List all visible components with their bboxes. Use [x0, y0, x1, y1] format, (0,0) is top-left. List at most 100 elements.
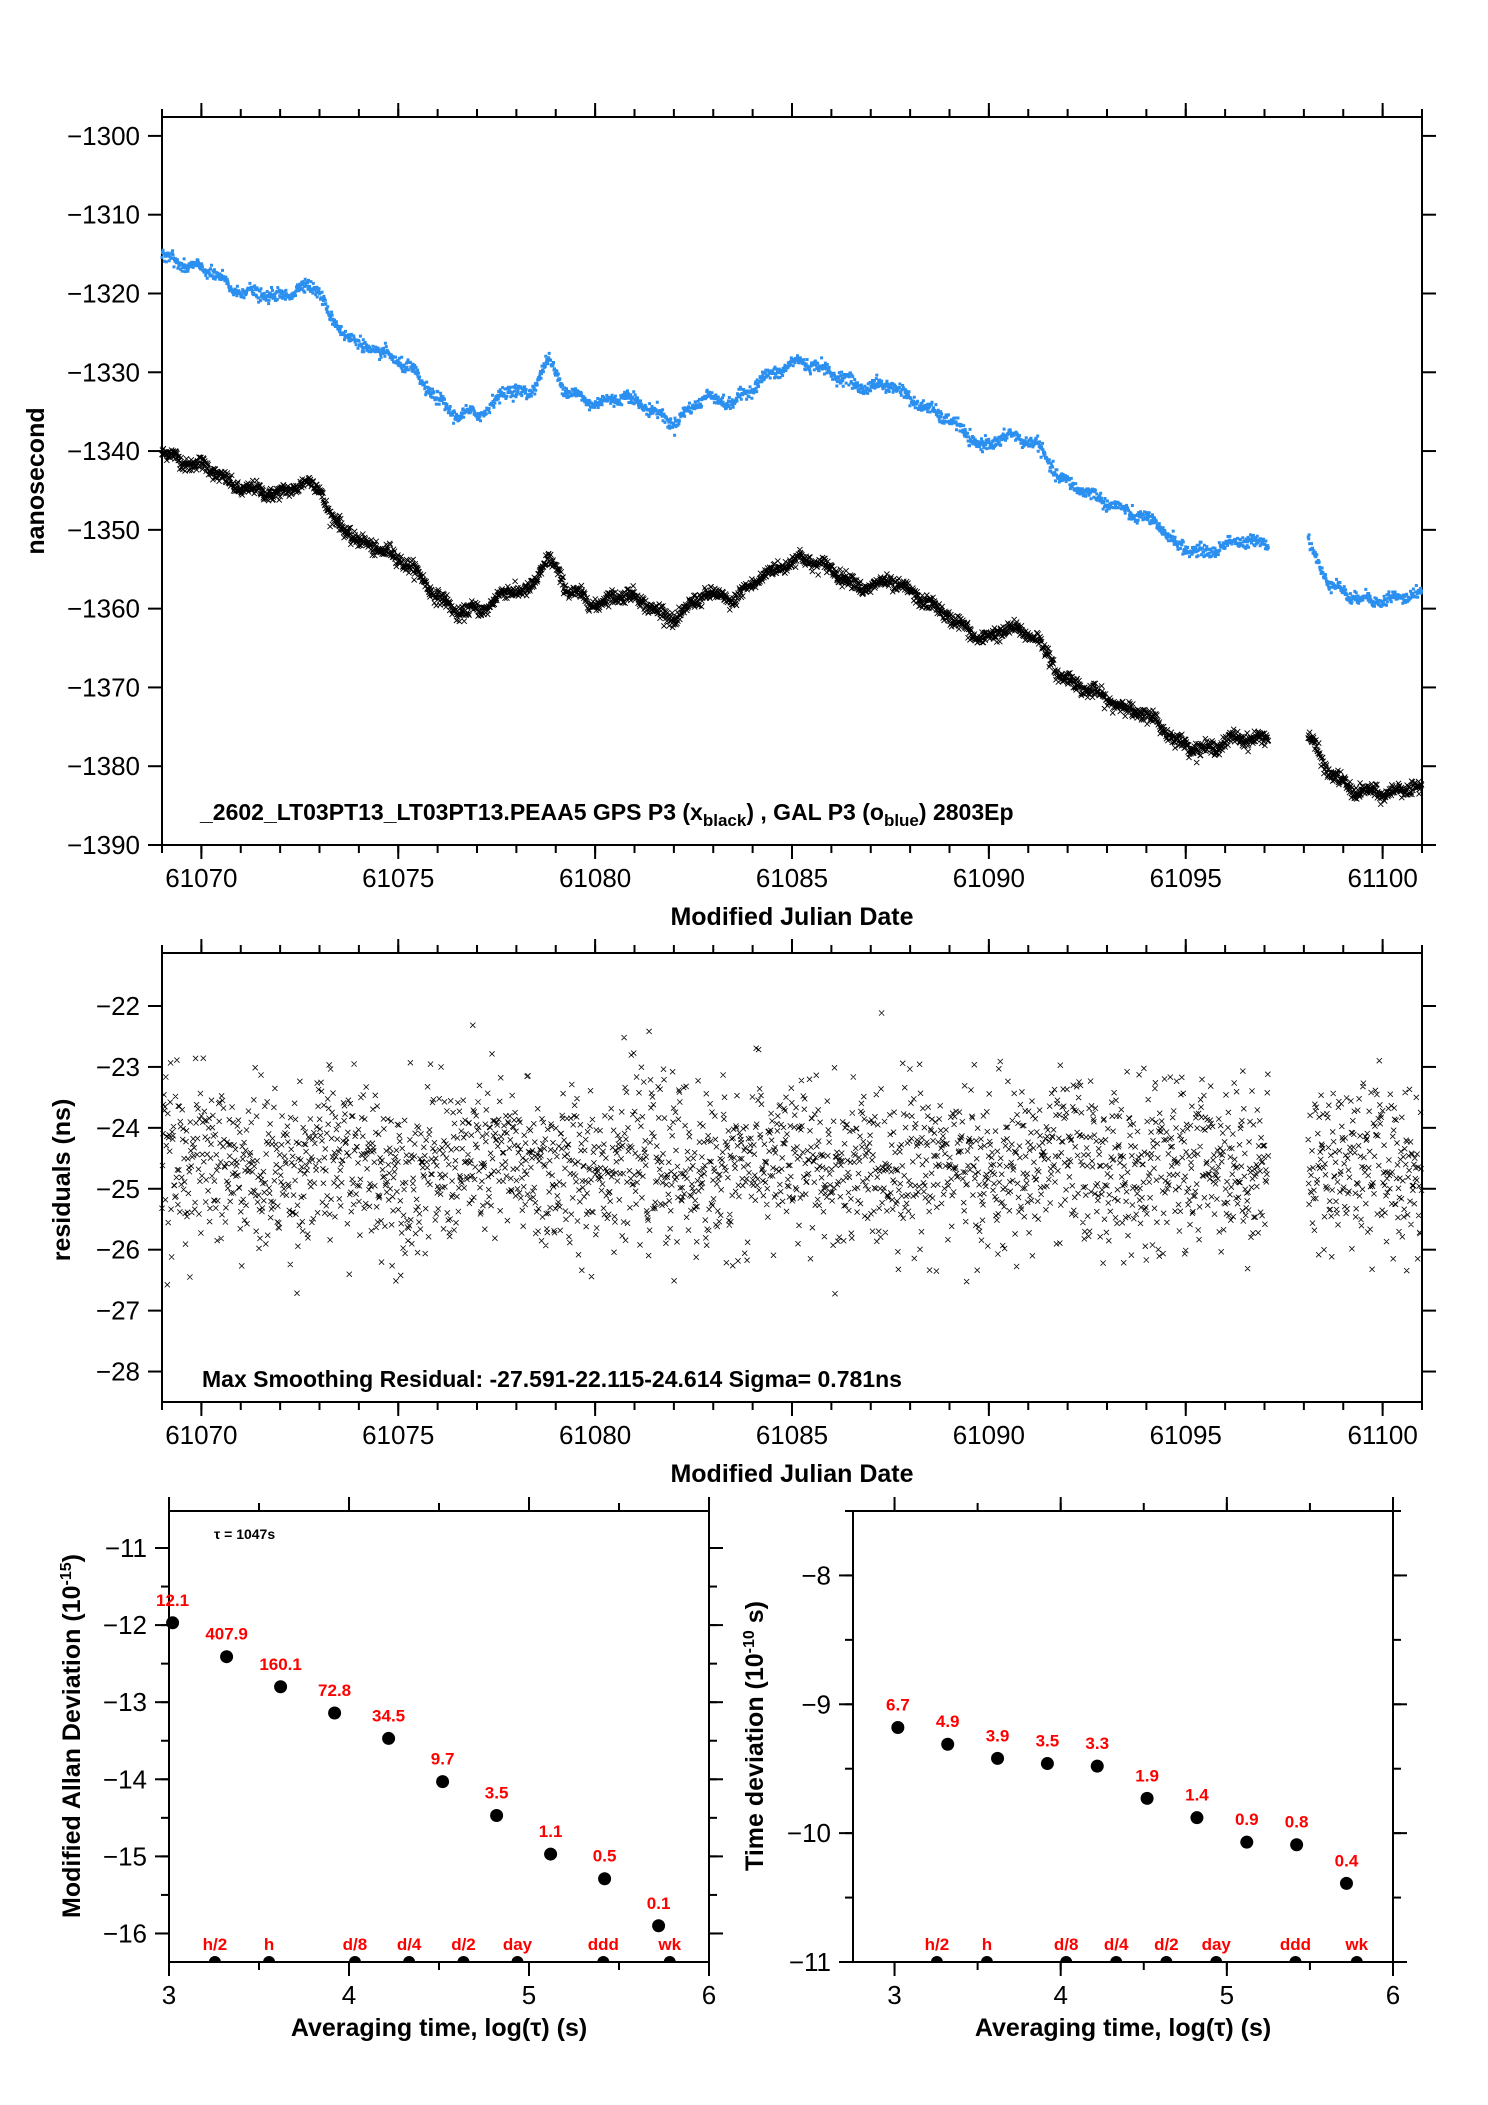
x-tick-label: 61100	[1347, 1420, 1417, 1450]
deviation-point	[1140, 1791, 1154, 1805]
reference-mark	[348, 1956, 361, 1962]
reference-mark	[1210, 1956, 1223, 1962]
reference-mark	[930, 1956, 943, 1962]
deviation-point	[652, 1919, 666, 1933]
deviation-point	[166, 1616, 180, 1630]
deviation-point-label: 407.9	[205, 1625, 248, 1644]
x-axis-title: Modified Julian Date	[670, 1460, 913, 1488]
deviation-point	[328, 1706, 342, 1720]
data-layer: 6.7 4.9 3.9 3.5 3.3 1.9 1.4 0.9 0.8 0.4 h/2 h d/8 d/4…	[886, 1695, 1369, 1962]
x-tick-label: 3	[887, 1980, 901, 2010]
x-tick-label: 61095	[1150, 863, 1222, 893]
reference-mark	[1350, 1956, 1363, 1962]
x-tick-label: 61085	[756, 1420, 828, 1450]
y-tick-label: −1320	[67, 278, 140, 308]
deviation-point	[1190, 1811, 1204, 1825]
y-axis-title: residuals (ns)	[48, 1099, 76, 1262]
deviation-point	[941, 1737, 955, 1751]
y-tick-label: −1360	[67, 594, 140, 624]
plot-frame	[168, 1510, 710, 1963]
deviation-point	[598, 1872, 612, 1886]
y-title-main: Time deviation (10	[741, 1653, 769, 1871]
y-title-exponent: -10	[741, 1630, 758, 1653]
x-tick-label: 61080	[559, 863, 631, 893]
reference-mark-label: d/2	[1154, 1935, 1179, 1954]
reference-mark-label: d/8	[1054, 1935, 1079, 1954]
y-tick-label: −1380	[67, 751, 140, 781]
reference-mark-label: d/4	[397, 1935, 422, 1954]
reference-mark-label: d/2	[451, 1935, 476, 1954]
deviation-point	[544, 1847, 558, 1861]
deviation-point-label: 160.1	[259, 1655, 302, 1674]
residual-points	[159, 1010, 1425, 1297]
gal-points	[160, 248, 1423, 608]
legend-prefix: _2602_LT03PT13_LT03PT13.PEAA5 GPS P3 (x	[199, 799, 703, 825]
deviation-point	[991, 1751, 1005, 1765]
axes: 3 4 5 6 −11 −12 −13 −14 −15 −16	[103, 1497, 723, 2010]
legend-sub-blue: blue	[884, 811, 919, 830]
y-tick-label: −1370	[67, 672, 140, 702]
reference-mark	[1289, 1956, 1302, 1962]
deviation-point	[1339, 1876, 1353, 1890]
reference-mark	[511, 1956, 524, 1962]
deviation-point-label: 0.8	[1285, 1813, 1309, 1832]
deviation-point-label: 0.5	[593, 1847, 617, 1866]
deviation-point-label: 3.5	[485, 1784, 509, 1803]
x-axis-title: Averaging time, log(τ) (s)	[975, 2014, 1271, 2042]
deviation-point-label: 1.9	[1135, 1766, 1159, 1785]
reference-mark	[663, 1956, 676, 1962]
y-tick-label: −23	[96, 1052, 140, 1082]
reference-mark-label: h/2	[203, 1935, 228, 1954]
x-tick-label: 3	[162, 1980, 176, 2010]
reference-mark-label: h	[264, 1935, 274, 1954]
deviation-point	[1040, 1757, 1054, 1771]
deviation-point	[1090, 1759, 1104, 1773]
reference-mark-label: ddd	[588, 1935, 619, 1954]
tdev-panel: 3 4 5 6 −8 −9 −10 −11 6.7 4.9 3.9 3.5 3.3 1.9 1.4 0.9 0…	[741, 1497, 1407, 2042]
reference-mark-label: wk	[657, 1935, 681, 1954]
x-tick-label: 4	[1053, 1980, 1067, 2010]
deviation-point	[1290, 1838, 1304, 1852]
deviation-point	[382, 1731, 396, 1745]
reference-mark	[1060, 1956, 1073, 1962]
y-tick-label: −28	[96, 1357, 140, 1387]
y-tick-label: −24	[96, 1113, 140, 1143]
y-tick-label: −16	[103, 1918, 147, 1948]
y-tick-label: −27	[96, 1296, 140, 1326]
deviation-point-label: 9.7	[431, 1750, 455, 1769]
y-tick-label: −1330	[67, 357, 140, 387]
y-title-end: )	[58, 1554, 86, 1562]
y-tick-label: −8	[801, 1560, 831, 1590]
reference-mark-label: day	[1202, 1935, 1232, 1954]
y-tick-label: −9	[801, 1689, 831, 1719]
reference-mark	[597, 1956, 610, 1962]
y-tick-label: −1340	[67, 436, 140, 466]
deviation-point-label: 6.7	[886, 1695, 910, 1714]
y-title-exponent: -15	[58, 1562, 75, 1585]
reference-mark	[403, 1956, 416, 1962]
deviation-point-label: 72.8	[318, 1681, 351, 1700]
axes: 3 4 5 6 −8 −9 −10 −11	[787, 1497, 1407, 2010]
x-tick-label: 61075	[362, 1420, 434, 1450]
deviation-point	[490, 1809, 504, 1823]
y-tick-label: −26	[96, 1235, 140, 1265]
y-tick-label: −13	[103, 1687, 147, 1717]
x-tick-label: 61070	[165, 1420, 237, 1450]
y-tick-label: −25	[96, 1174, 140, 1204]
y-tick-label: −1310	[67, 200, 140, 230]
y-tick-label: −1390	[67, 830, 140, 860]
x-axis-title: Averaging time, log(τ) (s)	[291, 2014, 587, 2042]
gal-series	[160, 248, 1423, 608]
deviation-point-label: 12.1	[156, 1591, 189, 1610]
reference-mark-label: day	[503, 1935, 533, 1954]
deviation-point-label: 4.9	[936, 1712, 960, 1731]
x-tick-label: 61090	[953, 1420, 1025, 1450]
y-tick-label: −1300	[67, 121, 140, 151]
y-tick-label: −11	[105, 1533, 147, 1563]
y-tick-label: −10	[787, 1818, 831, 1848]
x-tick-label: 61075	[362, 863, 434, 893]
y-title-end: s)	[741, 1601, 769, 1630]
deviation-point-label: 0.9	[1235, 1810, 1259, 1829]
axes: 61070 61075 61080 61085 61090 61095 61100 −1300…	[67, 103, 1436, 893]
